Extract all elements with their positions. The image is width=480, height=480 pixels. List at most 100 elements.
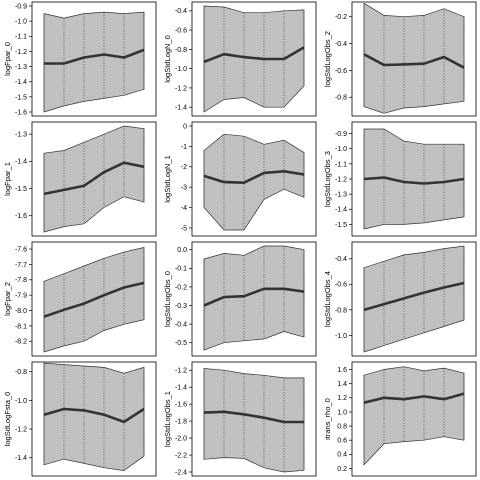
- mean-line: [203, 287, 305, 307]
- y-tick-label: -1.2: [15, 426, 27, 433]
- y-tick-label: -1.6: [175, 402, 187, 409]
- panel-frame: [31, 361, 157, 477]
- y-axis-label: logSdLogFsta_0: [3, 392, 12, 447]
- y-tick-label: -0.8: [335, 307, 347, 314]
- y-tick-label: -0.6: [335, 68, 347, 75]
- y-tick-label: -0.4: [335, 41, 347, 48]
- panel-logFpar_0: -1.6 -1.5 -1.4 -1.3 -1.2 -1.1 -1.0 -0.9 logFpar_…: [3, 1, 157, 117]
- mean-line: [363, 281, 465, 312]
- y-tick-label: -1.3: [15, 132, 27, 139]
- y-tick-label: -1.6: [15, 213, 27, 220]
- y-tick-label: -0.9: [335, 131, 347, 138]
- y-tick-label: -0.6: [175, 27, 187, 34]
- y-tick-label: 1.4: [337, 381, 347, 388]
- y-tick-label: -3: [181, 185, 187, 192]
- y-tick-label: -1.5: [335, 222, 347, 229]
- y-tick-label: -5: [181, 225, 187, 232]
- mean-line: [203, 170, 305, 184]
- y-tick-label: -1.2: [15, 49, 27, 56]
- y-axis-label: logStdLogObs_3: [323, 151, 332, 207]
- panel-frame: [191, 241, 317, 357]
- y-tick-label: -0.8: [175, 47, 187, 54]
- panel-frame: [31, 1, 157, 117]
- y-tick-label: 1.2: [337, 395, 347, 402]
- mean-line: [203, 46, 305, 64]
- y-tick-label: -1.4: [15, 79, 27, 86]
- y-tick-label: -7.9: [15, 293, 27, 300]
- y-axis-label: logStdLogN_1: [163, 155, 172, 203]
- panel-frame: [351, 241, 477, 357]
- y-tick-label: -0.6: [335, 282, 347, 289]
- y-tick-label: -1.4: [175, 385, 187, 392]
- y-tick-label: -1.3: [335, 192, 347, 199]
- y-tick-label: -1.4: [175, 105, 187, 112]
- y-tick-label: -1.0: [175, 66, 187, 73]
- panel-frame: [351, 1, 477, 117]
- y-tick-label: -8.2: [15, 339, 27, 346]
- y-tick-label: -7.7: [15, 262, 27, 269]
- y-tick-label: -0.8: [335, 95, 347, 102]
- y-tick-label: -2.4: [175, 469, 187, 476]
- panel-logStdLogObs_0: -0.5 -0.4 -0.3 -0.2 -0.1 0.0 logStdLogObs_0: [163, 241, 317, 357]
- y-tick-label: 0.8: [337, 423, 347, 430]
- y-tick-label: -2.2: [175, 452, 187, 459]
- y-tick-label: -1.0: [15, 19, 27, 26]
- panel-frame: [191, 121, 317, 237]
- y-axis-label: logStdLogObs_1: [163, 391, 172, 447]
- y-tick-label: -8.1: [15, 323, 27, 330]
- y-tick-label: -8.0: [15, 308, 27, 315]
- y-tick-label: -1.4: [15, 159, 27, 166]
- y-tick-label: -0.3: [175, 303, 187, 310]
- credible-band: [203, 368, 305, 473]
- y-tick-label: -1.4: [15, 455, 27, 462]
- y-tick-label: -0.8: [15, 369, 27, 376]
- y-axis-label: logStdLogObs_2: [323, 31, 332, 87]
- y-tick-label: -1.6: [15, 109, 27, 116]
- y-tick-label: -1.5: [15, 186, 27, 193]
- panel-logStdLogN_0: -1.4 -1.2 -1.0 -0.8 -0.6 -0.4 logStdLogN_0: [163, 1, 317, 117]
- y-tick-label: -7.6: [15, 246, 27, 253]
- y-tick-label: -0.2: [335, 14, 347, 21]
- y-tick-label: -0.2: [175, 284, 187, 291]
- y-tick-label: 0.4: [337, 452, 347, 459]
- y-tick-label: -7.8: [15, 277, 27, 284]
- y-tick-label: -0.1: [175, 266, 187, 273]
- y-axis-label: logStdLogObs_0: [163, 271, 172, 327]
- mean-line: [43, 281, 145, 318]
- mean-line: [363, 176, 465, 185]
- panel-logStdLogN_1: -5 -4 -3 -2 -1 0 logStdLogN_1: [163, 121, 317, 237]
- y-tick-label: 0.2: [337, 466, 347, 473]
- panel-frame: [191, 1, 317, 117]
- y-axis-label: logFpar_2: [3, 282, 12, 316]
- y-tick-label: -1.0: [335, 333, 347, 340]
- panel-logStdLogObs_2: -0.8 -0.6 -0.4 -0.2 logStdLogObs_2: [323, 1, 477, 117]
- panel-logStdLogObs_3: -1.5 -1.4 -1.3 -1.2 -1.1 -1.0 -0.9 logStdLogObs…: [323, 121, 477, 237]
- y-tick-label: -1.4: [335, 207, 347, 214]
- mean-line: [363, 392, 465, 404]
- panel-frame: [191, 361, 317, 477]
- y-tick-label: -0.4: [335, 256, 347, 263]
- y-tick-label: -1.2: [175, 368, 187, 375]
- y-tick-label: 0.0: [177, 247, 187, 254]
- y-axis-label: logFpar_0: [3, 42, 12, 76]
- y-axis-label: logFpar_1: [3, 162, 12, 196]
- y-tick-label: -0.4: [175, 322, 187, 329]
- credible-band: [363, 366, 465, 466]
- y-tick-label: -1.1: [15, 34, 27, 41]
- panel-frame: [31, 241, 157, 357]
- mean-line: [44, 48, 145, 65]
- panel-frame: [351, 361, 477, 477]
- panel-frame: [31, 121, 157, 237]
- y-tick-label: 1.6: [337, 367, 347, 374]
- y-tick-label: -0.5: [175, 340, 187, 347]
- panel-logStdLogObs_1: -2.4 -2.2 -2.0 -1.8 -1.6 -1.4 -1.2 logStdLogObs…: [163, 361, 317, 477]
- panel-logFpar_2: -8.2 -8.1 -8.0 -7.9 -7.8 -7.7 -7.6 logFpar_2: [3, 241, 157, 357]
- y-tick-label: -0.9: [15, 3, 27, 10]
- mean-line: [43, 407, 145, 424]
- mean-line: [363, 53, 465, 69]
- y-tick-label: 1.0: [337, 409, 347, 416]
- panel-itrans_rho_0: 0.2 0.4 0.6 0.8 1.0 1.2 1.4 1.6 itrans_rho_0: [323, 361, 477, 477]
- panel-logSdLogFsta_0: -1.4 -1.2 -1.0 -0.8 logSdLogFsta_0: [3, 361, 157, 477]
- panel-logFpar_1: -1.6 -1.5 -1.4 -1.3 logFpar_1: [3, 121, 157, 237]
